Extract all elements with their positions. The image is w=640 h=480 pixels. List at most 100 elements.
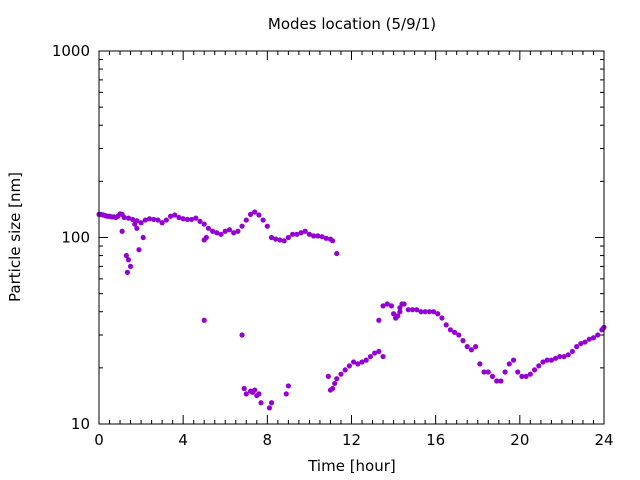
data-point <box>531 367 538 373</box>
data-point <box>180 216 186 222</box>
data-point <box>268 234 275 241</box>
data-point <box>351 359 357 365</box>
data-point <box>515 369 521 375</box>
y-tick-label: 10 <box>71 415 90 433</box>
data-point <box>473 344 479 350</box>
data-point <box>193 215 199 221</box>
data-point <box>243 217 249 223</box>
data-point <box>447 327 453 333</box>
data-point <box>302 228 308 234</box>
data-point <box>256 212 262 218</box>
data-point <box>142 217 148 223</box>
data-point <box>176 214 182 221</box>
data-point <box>124 269 131 275</box>
data-point <box>222 228 228 234</box>
data-point <box>502 369 508 375</box>
data-point <box>395 313 401 319</box>
data-point <box>325 373 331 379</box>
data-point <box>260 217 266 223</box>
x-tick-label: 24 <box>594 431 613 449</box>
data-point <box>306 231 313 237</box>
data-point <box>125 257 132 263</box>
y-tick-label: 100 <box>61 229 90 247</box>
data-point <box>372 350 378 356</box>
data-point <box>146 216 153 222</box>
data-point <box>329 238 336 244</box>
data-point <box>498 378 504 384</box>
data-point <box>201 221 207 227</box>
data-point <box>247 211 254 218</box>
data-point <box>367 353 374 360</box>
data-point <box>460 338 466 344</box>
data-point <box>201 317 207 323</box>
data-point <box>140 234 146 241</box>
data-point <box>390 311 397 317</box>
data-point <box>494 378 500 384</box>
data-point <box>430 309 437 315</box>
data-point <box>218 231 224 237</box>
data-point <box>266 405 273 411</box>
data-point <box>540 359 546 365</box>
data-point <box>119 228 125 234</box>
data-point <box>285 234 291 241</box>
data-point <box>134 225 140 231</box>
data-point <box>264 223 270 229</box>
data-point <box>376 348 382 355</box>
data-point <box>363 357 369 363</box>
data-point <box>268 400 275 406</box>
data-point <box>130 216 136 223</box>
x-tick-label: 0 <box>94 431 104 449</box>
data-point <box>548 357 554 363</box>
data-point <box>188 216 195 223</box>
data-point <box>273 236 279 242</box>
x-tick-label: 12 <box>342 431 361 449</box>
data-point <box>319 234 325 240</box>
data-point <box>159 220 165 226</box>
data-point <box>258 400 264 406</box>
data-point <box>205 225 212 231</box>
data-point <box>414 307 420 313</box>
plot-frame <box>98 50 605 425</box>
data-point <box>590 335 597 341</box>
data-point <box>323 235 329 241</box>
data-point <box>338 371 344 377</box>
data-point <box>151 216 157 223</box>
data-point <box>409 307 416 313</box>
data-point <box>456 332 462 338</box>
data-point <box>136 247 142 253</box>
data-point <box>481 369 487 375</box>
x-tick-label: 16 <box>426 431 445 449</box>
data-point <box>397 309 403 315</box>
data-point <box>380 353 386 360</box>
data-point <box>359 359 365 365</box>
data-point <box>332 380 338 387</box>
data-point <box>277 237 283 243</box>
data-point <box>252 387 258 393</box>
data-point <box>214 230 220 236</box>
data-point <box>422 309 428 315</box>
data-point <box>256 391 262 397</box>
data-point <box>252 209 258 215</box>
data-point <box>226 227 233 233</box>
data-point <box>184 216 190 223</box>
data-point <box>468 347 475 353</box>
data-point <box>334 250 340 257</box>
data-point <box>544 357 550 363</box>
data-point <box>443 322 449 328</box>
x-tick-label: 4 <box>178 431 188 449</box>
data-point <box>210 228 216 234</box>
data-point <box>355 361 361 367</box>
data-point <box>167 213 174 219</box>
axis-ticks <box>98 50 605 425</box>
data-point <box>380 303 386 309</box>
data-point <box>569 348 576 355</box>
data-point <box>285 383 291 389</box>
data-point <box>163 217 169 223</box>
data-point <box>582 339 588 345</box>
data-point <box>239 223 245 229</box>
data-point <box>289 231 296 237</box>
tick-labels: 0 4 8 12 16 20 24 10 100 1000 <box>52 42 614 449</box>
data-point <box>155 217 161 223</box>
data-point <box>197 218 203 224</box>
